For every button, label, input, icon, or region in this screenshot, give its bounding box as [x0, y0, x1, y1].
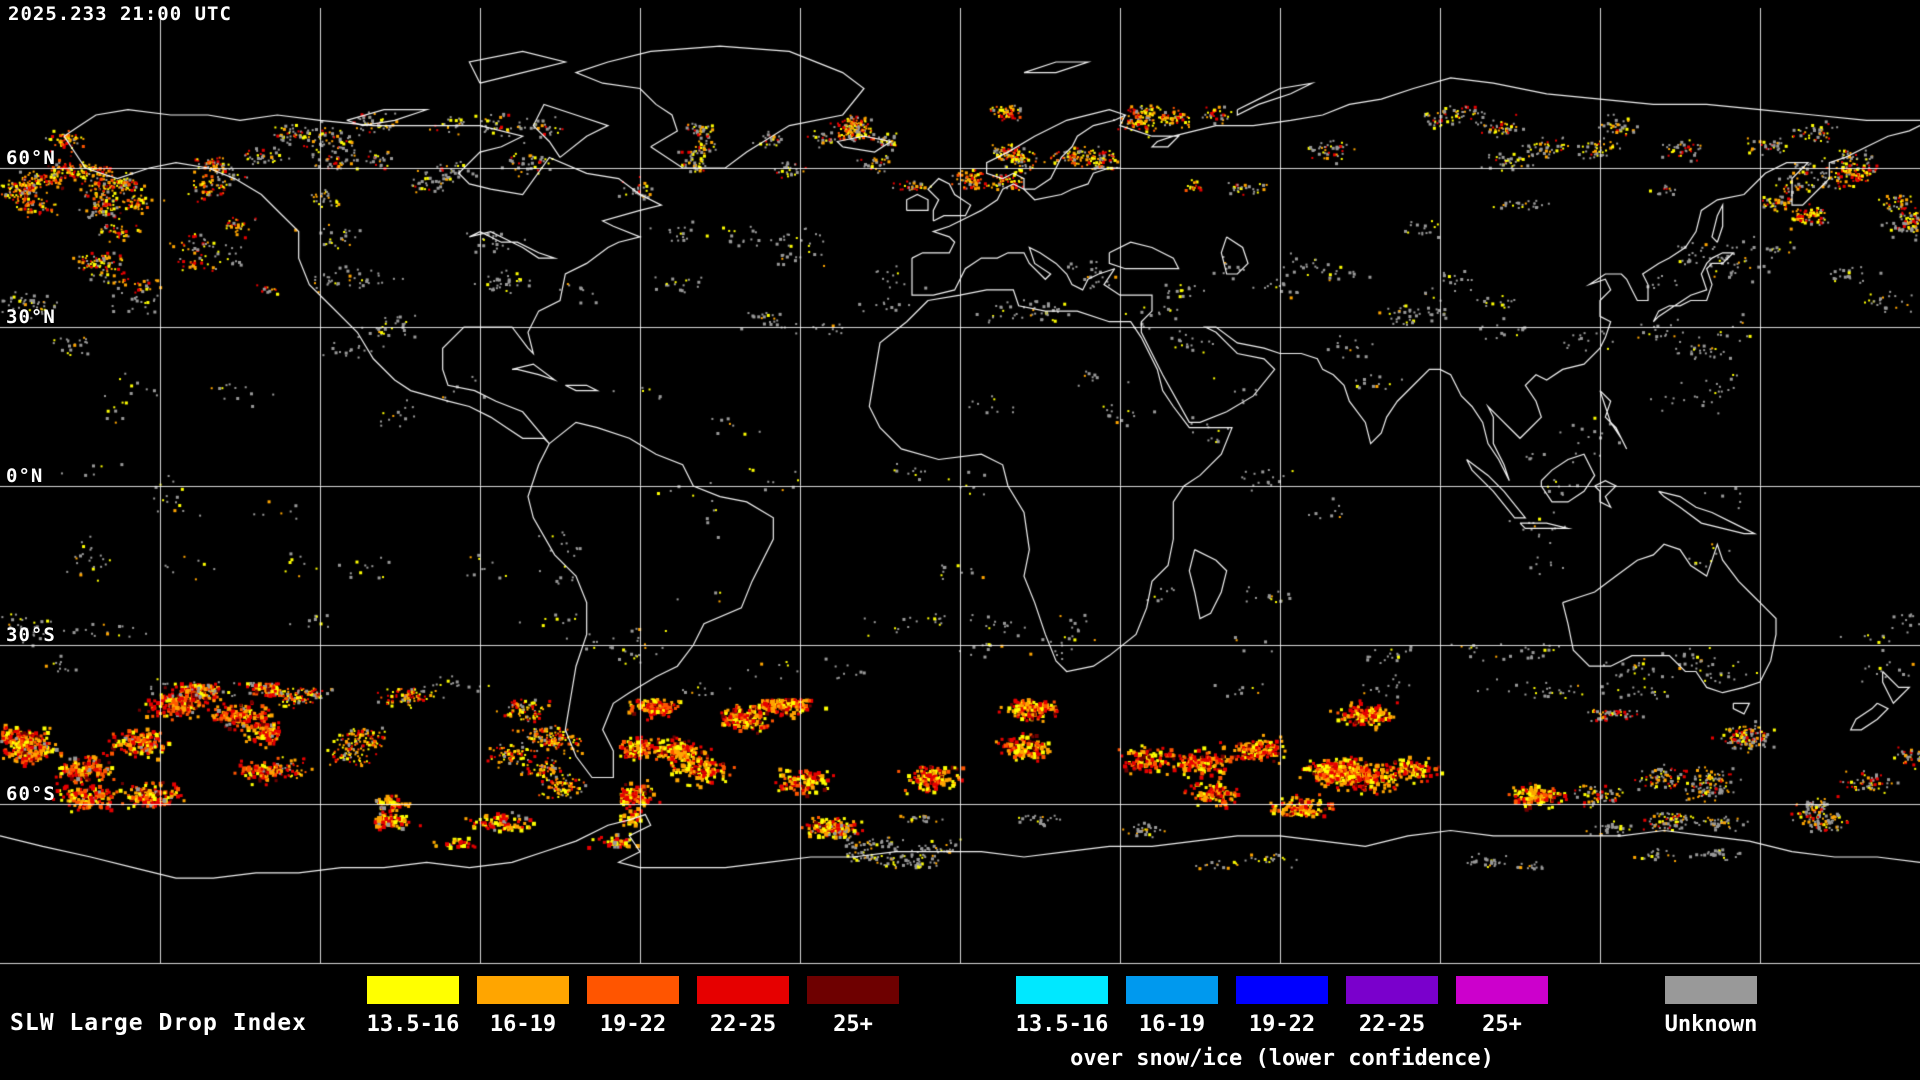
lat-label-60n: 60°N [6, 147, 56, 169]
legend-item: 13.5-16 [367, 976, 459, 1037]
legend-item: 22-25 [1346, 976, 1438, 1037]
legend-label: 22-25 [1358, 1012, 1426, 1037]
timestamp: 2025.233 21:00 UTC [8, 3, 232, 25]
legend-title: SLW Large Drop Index [10, 1010, 307, 1036]
legend-item: 19-22 [587, 976, 679, 1037]
swatch-warm-19-22 [587, 976, 679, 1004]
legend-label: Unknown [1664, 1012, 1758, 1037]
legend-label: 16-19 [489, 1012, 557, 1037]
swatch-warm-22-25 [697, 976, 789, 1004]
lat-label-30s: 30°S [6, 624, 56, 646]
legend-warm-group: 13.5-16 16-19 19-22 22-25 25+ [367, 976, 899, 1037]
swatch-unknown [1665, 976, 1757, 1004]
legend-item: 25+ [807, 976, 899, 1037]
legend-item: 19-22 [1236, 976, 1328, 1037]
legend-label: 25+ [1482, 1012, 1522, 1037]
swatch-warm-13-5-16 [367, 976, 459, 1004]
legend-item: 22-25 [697, 976, 789, 1037]
legend-label: 25+ [833, 1012, 873, 1037]
swatch-cool-22-25 [1346, 976, 1438, 1004]
world-map-canvas [0, 0, 1920, 970]
legend-label: 19-22 [1248, 1012, 1316, 1037]
legend-label: 13.5-16 [1015, 1012, 1109, 1037]
lat-label-30n: 30°N [6, 306, 56, 328]
swatch-cool-19-22 [1236, 976, 1328, 1004]
legend-cool-group: 13.5-16 16-19 19-22 22-25 25+ [1016, 976, 1548, 1037]
legend-unknown-group: Unknown [1665, 976, 1757, 1037]
lat-label-0n: 0°N [6, 465, 44, 487]
legend: SLW Large Drop Index 13.5-16 16-19 19-22… [0, 970, 1920, 1080]
swatch-cool-13-5-16 [1016, 976, 1108, 1004]
legend-label: 13.5-16 [366, 1012, 460, 1037]
legend-item: 16-19 [1126, 976, 1218, 1037]
legend-label: 19-22 [599, 1012, 667, 1037]
legend-cool-caption: over snow/ice (lower confidence) [1070, 1046, 1494, 1071]
legend-item: 16-19 [477, 976, 569, 1037]
swatch-cool-16-19 [1126, 976, 1218, 1004]
legend-item: 25+ [1456, 976, 1548, 1037]
swatch-warm-16-19 [477, 976, 569, 1004]
swatch-cool-25-plus [1456, 976, 1548, 1004]
lat-label-60s: 60°S [6, 783, 56, 805]
swatch-warm-25-plus [807, 976, 899, 1004]
legend-item: Unknown [1665, 976, 1757, 1037]
legend-label: 22-25 [709, 1012, 777, 1037]
legend-label: 16-19 [1138, 1012, 1206, 1037]
legend-item: 13.5-16 [1016, 976, 1108, 1037]
